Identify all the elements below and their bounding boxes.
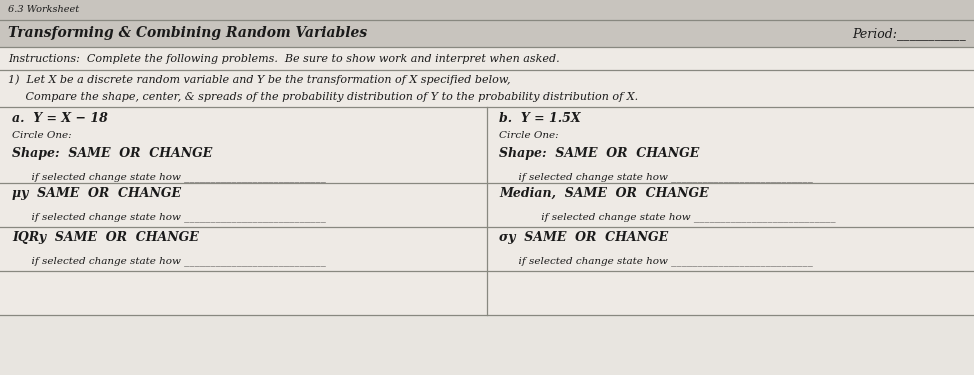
- Text: b.  Y = 1.5X: b. Y = 1.5X: [499, 111, 581, 125]
- Bar: [0, 107, 974, 147]
- Text: σy  SAME  OR  CHANGE: σy SAME OR CHANGE: [499, 231, 668, 243]
- Text: 1)  Let X be a discrete random variable and Y be the transformation of X specifi: 1) Let X be a discrete random variable a…: [8, 74, 510, 85]
- Text: Period:___________: Period:___________: [852, 27, 966, 40]
- Text: Transforming & Combining Random Variables: Transforming & Combining Random Variable…: [8, 27, 367, 40]
- Bar: [0, 20, 974, 47]
- Text: Shape:  SAME  OR  CHANGE: Shape: SAME OR CHANGE: [12, 147, 212, 159]
- Bar: [0, 47, 974, 70]
- Text: 6.3 Worksheet: 6.3 Worksheet: [8, 6, 79, 15]
- Bar: [0, 0, 974, 20]
- Text: Median,  SAME  OR  CHANGE: Median, SAME OR CHANGE: [499, 186, 709, 200]
- Text: if selected change state how ___________________________: if selected change state how ___________…: [499, 172, 813, 182]
- Text: IQRy  SAME  OR  CHANGE: IQRy SAME OR CHANGE: [12, 231, 199, 243]
- Bar: [0, 183, 974, 227]
- Text: Circle One:: Circle One:: [12, 132, 72, 141]
- Bar: [0, 147, 974, 183]
- Text: Instructions:  Complete the following problems.  Be sure to show work and interp: Instructions: Complete the following pro…: [8, 54, 560, 63]
- Text: if selected change state how ___________________________: if selected change state how ___________…: [12, 212, 326, 222]
- Text: Circle One:: Circle One:: [499, 132, 559, 141]
- Text: a.  Y = X − 18: a. Y = X − 18: [12, 111, 108, 125]
- Text: μy  SAME  OR  CHANGE: μy SAME OR CHANGE: [12, 186, 181, 200]
- Bar: [0, 227, 974, 315]
- Text: if selected change state how ___________________________: if selected change state how ___________…: [12, 172, 326, 182]
- Text: if selected change state how ___________________________: if selected change state how ___________…: [12, 256, 326, 266]
- Text: if selected change state how ___________________________: if selected change state how ___________…: [499, 212, 836, 222]
- Text: if selected change state how ___________________________: if selected change state how ___________…: [499, 256, 813, 266]
- Text: Compare the shape, center, & spreads of the probability distribution of Y to the: Compare the shape, center, & spreads of …: [8, 93, 638, 102]
- Text: Shape:  SAME  OR  CHANGE: Shape: SAME OR CHANGE: [499, 147, 699, 159]
- Bar: [0, 70, 974, 107]
